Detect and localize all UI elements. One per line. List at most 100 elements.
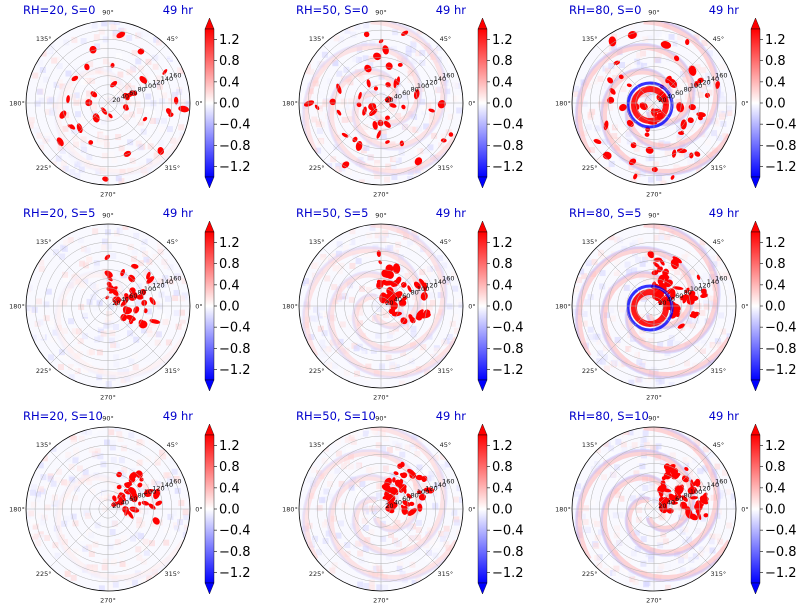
field-cell xyxy=(725,105,732,112)
field-cell xyxy=(717,91,724,98)
field-cell xyxy=(443,525,450,532)
field-cell xyxy=(616,117,623,124)
field-cell xyxy=(721,267,728,274)
field-cell xyxy=(361,348,368,355)
field-cell xyxy=(716,58,723,65)
field-cell xyxy=(668,359,675,366)
field-cell xyxy=(432,353,439,360)
field-cell xyxy=(602,255,609,262)
field-cell xyxy=(138,440,145,447)
colorbar-tick-label: −0.4 xyxy=(219,524,251,539)
convective-cell xyxy=(400,281,407,288)
field-cell xyxy=(316,127,323,134)
field-cell xyxy=(399,451,406,458)
field-cell xyxy=(344,550,351,557)
field-cell xyxy=(396,442,403,449)
field-cell xyxy=(366,232,373,239)
field-cell xyxy=(589,344,596,351)
radial-tick-label: 20 xyxy=(385,502,393,510)
radial-tick-label: 100 xyxy=(417,285,429,293)
convective-cell xyxy=(136,294,144,300)
field-cell xyxy=(356,343,363,350)
convective-cell xyxy=(118,495,125,501)
colorbar-gradient xyxy=(477,434,488,584)
field-cell xyxy=(703,303,710,310)
field-cell xyxy=(646,434,653,441)
convective-cell xyxy=(120,313,127,322)
field-cell xyxy=(368,56,375,63)
field-cell xyxy=(425,271,432,278)
field-cell xyxy=(439,453,446,460)
rainband xyxy=(301,448,423,545)
rainband xyxy=(351,427,448,557)
field-cell xyxy=(136,517,143,524)
convective-cell xyxy=(173,96,179,105)
field-cell xyxy=(405,66,412,73)
convective-cell xyxy=(162,69,168,75)
field-cell xyxy=(650,444,657,451)
field-cell xyxy=(414,450,421,457)
field-cell xyxy=(358,428,365,435)
angular-gridline xyxy=(380,102,440,162)
rainband xyxy=(352,427,447,556)
field-cell xyxy=(608,307,615,314)
field-cell xyxy=(130,306,137,313)
field-cell xyxy=(92,228,99,235)
colorbar-tick-label: −1.2 xyxy=(765,566,797,581)
angle-tick-label: 225° xyxy=(36,570,52,578)
field-cell xyxy=(142,286,149,293)
field-cell xyxy=(647,556,654,563)
field-cell xyxy=(421,355,428,362)
panel-time-label: 49 hr xyxy=(709,206,740,220)
radial-tick-label: 100 xyxy=(417,82,429,90)
field-cell xyxy=(625,131,632,138)
field-cell xyxy=(73,141,80,148)
field-cell xyxy=(597,529,604,536)
field-cell xyxy=(163,539,170,546)
field-cell xyxy=(407,92,414,99)
field-cell xyxy=(616,128,623,135)
field-cell xyxy=(613,565,620,572)
field-cell xyxy=(715,508,722,515)
convective-cell xyxy=(413,281,421,289)
field-cell xyxy=(587,326,594,333)
field-cell xyxy=(624,569,631,576)
field-cell xyxy=(382,584,389,591)
field-cell xyxy=(135,546,142,553)
field-cell xyxy=(593,542,600,549)
field-cell xyxy=(625,556,632,563)
field-cell xyxy=(44,482,51,489)
radial-tick-label: 160 xyxy=(715,72,727,80)
radial-tick-label: 60 xyxy=(129,89,137,97)
field-cell xyxy=(634,58,641,65)
field-cell xyxy=(335,163,342,170)
angle-tick-label: 270° xyxy=(373,394,389,402)
field-cell xyxy=(606,560,613,567)
field-cell xyxy=(656,174,663,181)
field-cell xyxy=(449,320,456,327)
field-cell xyxy=(419,59,426,66)
convective-cell xyxy=(423,487,430,492)
convective-cell xyxy=(382,279,389,286)
field-cell xyxy=(80,136,87,143)
field-cell xyxy=(374,227,381,234)
field-cell xyxy=(609,315,616,322)
convective-cell xyxy=(56,137,64,147)
field-cell xyxy=(98,585,105,591)
colorbar-tick-label: 0.0 xyxy=(765,300,786,315)
field-cell xyxy=(313,316,320,323)
field-cell xyxy=(705,80,712,87)
field-cell xyxy=(603,365,610,372)
angle-tick-label: 90° xyxy=(375,212,387,220)
field-cell xyxy=(28,117,35,124)
colorbar-extend-max xyxy=(477,220,488,233)
field-cell xyxy=(341,116,348,123)
field-cell xyxy=(111,67,118,74)
convective-cell xyxy=(663,268,670,276)
field-cell xyxy=(358,235,365,242)
angle-tick-label: 180° xyxy=(555,303,571,311)
convective-cell xyxy=(153,488,161,500)
field-cell xyxy=(56,262,63,269)
field-cell xyxy=(349,239,356,246)
field-cell xyxy=(670,581,677,588)
